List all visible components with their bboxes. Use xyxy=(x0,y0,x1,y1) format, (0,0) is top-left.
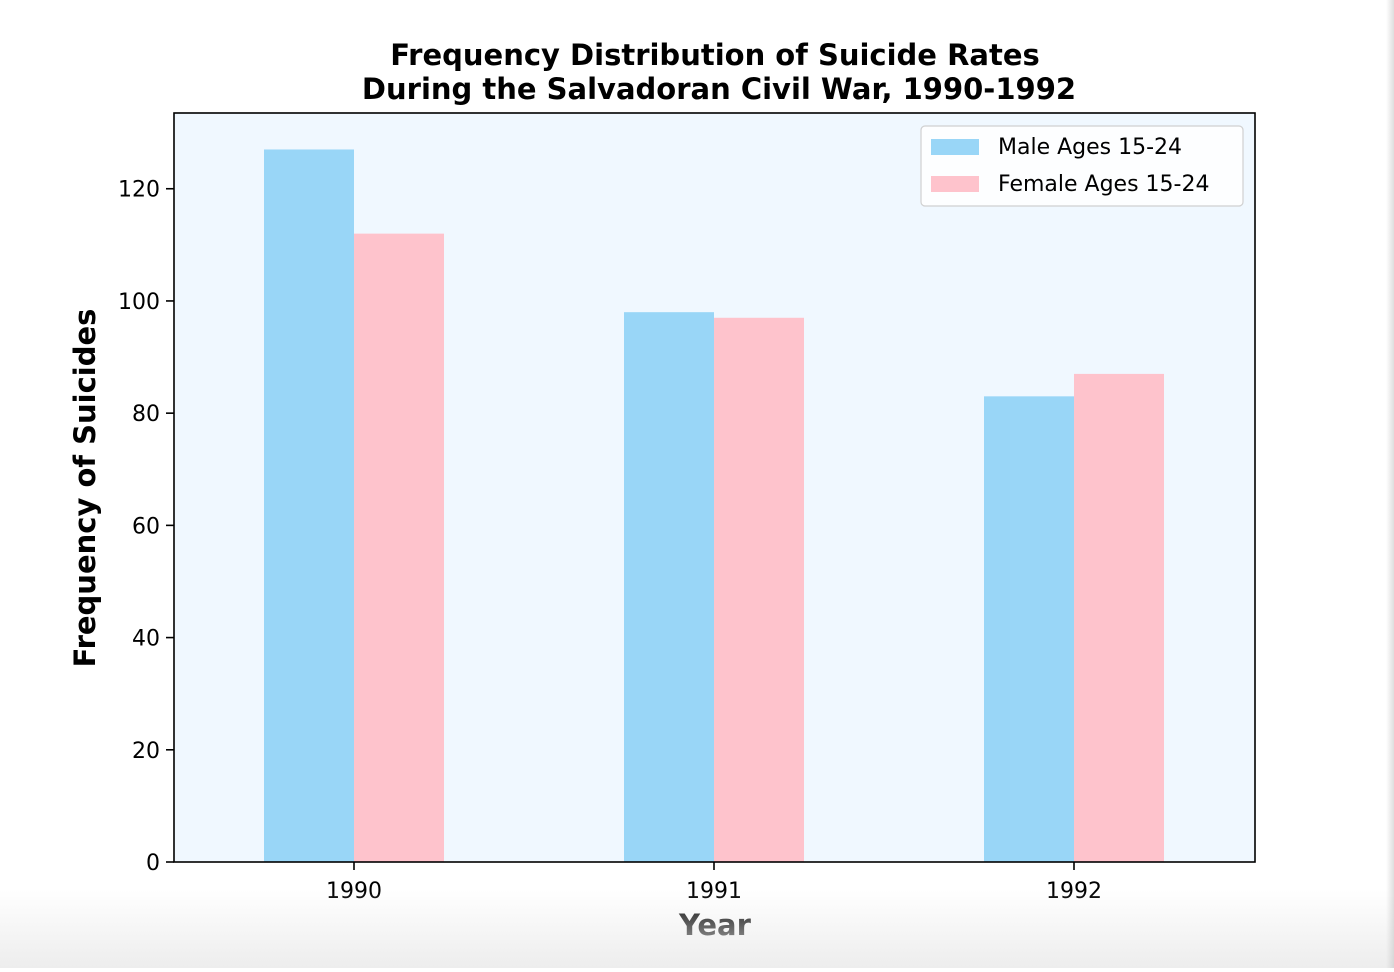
y-tick-label-0: 0 xyxy=(146,851,160,876)
legend-label-male: Male Ages 15-24 xyxy=(998,135,1182,160)
y-tick-label-80: 80 xyxy=(132,402,160,427)
legend: Male Ages 15-24 Female Ages 15-24 xyxy=(920,125,1244,207)
y-axis: 0 20 40 60 80 100 120 xyxy=(118,178,174,876)
y-tick-label-20: 20 xyxy=(132,739,160,764)
bar-female-1992 xyxy=(1074,373,1164,862)
x-tick-label-1992: 1992 xyxy=(1046,879,1102,904)
y-axis-label: Frequency of Suicides xyxy=(68,309,102,668)
x-axis: 1990 1991 1992 xyxy=(326,862,1102,904)
legend-swatch-female xyxy=(931,176,979,192)
bar-male-1992 xyxy=(984,396,1074,862)
y-tick-label-120: 120 xyxy=(118,178,160,203)
y-tick-label-60: 60 xyxy=(132,514,160,539)
y-tick-label-100: 100 xyxy=(118,290,160,315)
plot-frame xyxy=(173,112,1256,863)
bar-male-1991 xyxy=(624,312,714,863)
bar-male-1990 xyxy=(264,149,354,863)
legend-box xyxy=(920,125,1244,207)
chart-title-line-1: Frequency Distribution of Suicide Rates xyxy=(390,38,1040,72)
x-tick-label-1991: 1991 xyxy=(686,879,742,904)
y-tick-label-40: 40 xyxy=(132,627,160,652)
x-tick-label-1990: 1990 xyxy=(326,879,382,904)
x-axis-label: Year xyxy=(678,908,752,942)
bar-female-1990 xyxy=(354,233,444,862)
legend-label-female: Female Ages 15-24 xyxy=(998,172,1209,197)
bars-group xyxy=(264,149,1164,863)
chart-title-line-2: During the Salvadoran Civil War, 1990-19… xyxy=(362,72,1076,106)
legend-swatch-male xyxy=(931,139,979,155)
bar-female-1991 xyxy=(714,317,804,862)
